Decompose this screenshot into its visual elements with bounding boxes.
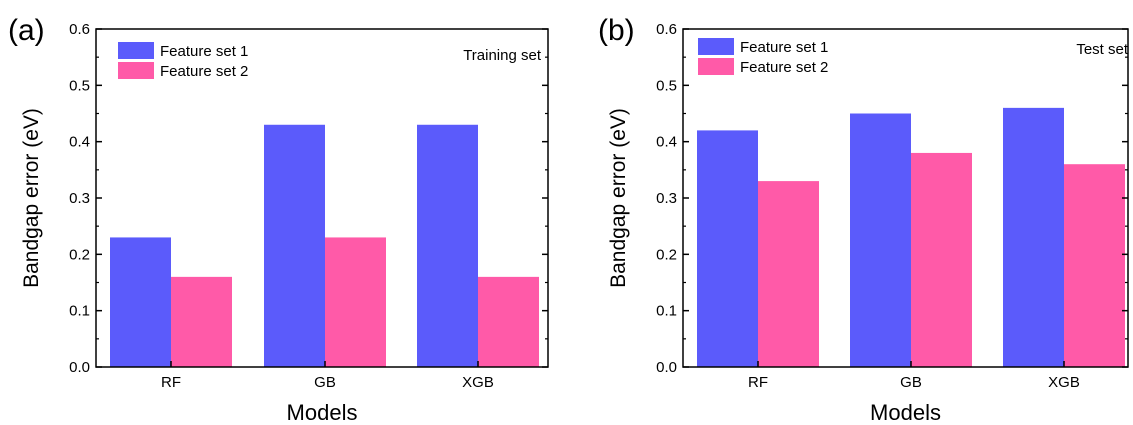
bar-xgb-series2 — [1064, 164, 1125, 367]
y-tick-label: 0.0 — [656, 359, 677, 376]
x-tick-label: GB — [900, 374, 922, 391]
y-tick-label: 0.3 — [69, 190, 90, 207]
legend-label-series2: Feature set 2 — [740, 59, 828, 76]
y-axis-label: Bandgap error (eV) — [20, 108, 43, 288]
bar-xgb-series1 — [1003, 107, 1064, 367]
x-tick-label: XGB — [462, 374, 494, 391]
legend-label-series2: Feature set 2 — [160, 63, 248, 80]
x-tick-label: GB — [314, 374, 336, 391]
bar-gb-series2 — [911, 152, 972, 367]
x-axis-label: Models — [287, 400, 358, 425]
bar-xgb-series2 — [478, 276, 539, 367]
panel-label: (b) — [598, 14, 635, 47]
y-tick-label: 0.1 — [656, 303, 677, 320]
legend-swatch-series1 — [698, 38, 734, 55]
legend-label-series1: Feature set 1 — [740, 39, 828, 56]
legend-label-series1: Feature set 1 — [160, 43, 248, 60]
y-axis-label: Bandgap error (eV) — [607, 108, 630, 288]
x-tick-label: RF — [161, 374, 181, 391]
bar-rf-series2 — [758, 181, 819, 367]
y-tick-label: 0.6 — [656, 21, 677, 38]
y-tick-label: 0.4 — [69, 134, 90, 151]
bar-gb-series1 — [264, 124, 325, 368]
y-tick-label: 0.0 — [69, 359, 90, 376]
bar-xgb-series1 — [417, 124, 478, 368]
panel-label: (a) — [8, 14, 45, 47]
y-tick-label: 0.1 — [69, 303, 90, 320]
y-tick-label: 0.5 — [69, 77, 90, 94]
dataset-annotation: Training set — [463, 47, 542, 64]
x-tick-label: RF — [748, 374, 768, 391]
dataset-annotation: Test set — [1076, 41, 1129, 58]
chart-panel-a: 0.0 0.1 0.2 0.3 0.4 0.5 0.6 RF GB XGB Models Bandga… — [8, 14, 549, 425]
x-tick-label: XGB — [1048, 374, 1080, 391]
y-tick-label: 0.2 — [656, 246, 677, 263]
x-axis-label: Models — [870, 400, 941, 425]
y-tick-label: 0.3 — [656, 190, 677, 207]
bar-gb-series1 — [850, 113, 911, 367]
y-tick-label: 0.2 — [69, 246, 90, 263]
legend-swatch-series2 — [118, 62, 154, 79]
legend-swatch-series1 — [118, 42, 154, 59]
legend-swatch-series2 — [698, 58, 734, 75]
bar-rf-series1 — [110, 237, 171, 367]
bar-gb-series2 — [325, 237, 386, 367]
y-tick-label: 0.6 — [69, 21, 90, 38]
bar-rf-series2 — [171, 276, 232, 367]
y-tick-label: 0.4 — [656, 134, 677, 151]
chart-panel-b: 0.0 0.1 0.2 0.3 0.4 0.5 0.6 RF GB XGB Models Bandga… — [598, 14, 1129, 425]
bar-rf-series1 — [697, 130, 758, 367]
y-tick-label: 0.5 — [656, 77, 677, 94]
